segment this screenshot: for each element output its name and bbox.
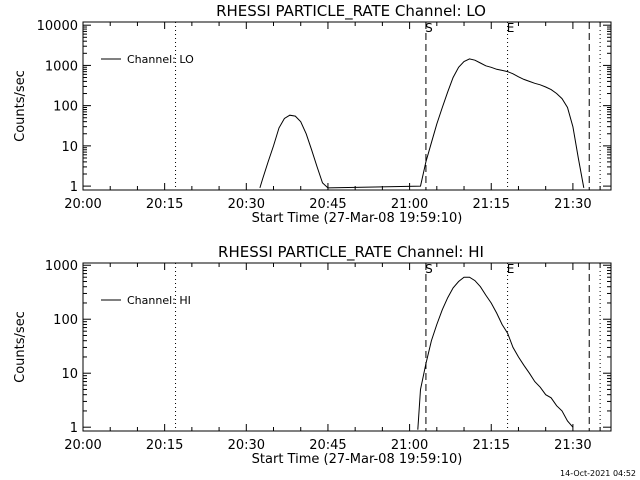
chart2-marker-label: S: [425, 262, 433, 276]
chart1-y-tick-label: 1: [70, 180, 78, 195]
chart1-plot-frame: [82, 21, 612, 191]
chart1-marker-label: S: [425, 21, 433, 35]
chart2-x-axis-label: Start Time (27-Mar-08 19:59:10): [252, 452, 463, 467]
chart1-marker-label: E: [507, 21, 515, 35]
chart1-legend-label: Channel: LO: [127, 53, 194, 66]
chart1-x-tick-label: 20:00: [64, 197, 101, 212]
chart2-x-tick-label: 20:00: [64, 438, 101, 453]
chart2-x-tick-label: 21:00: [391, 438, 428, 453]
chart1-y-tick-label: 100: [53, 100, 78, 115]
chart2-plot-frame: [82, 262, 612, 432]
chart2-y-tick-label: 100: [53, 313, 78, 328]
chart2-legend-label: Channel: HI: [127, 294, 191, 307]
chart1-y-tick-label: 10000: [37, 19, 78, 34]
chart2-x-tick-label: 20:45: [309, 438, 346, 453]
chart1-x-tick-label: 20:30: [228, 197, 265, 212]
chart2-y-tick-label: 1: [70, 421, 78, 436]
chart2-series-line-1: [417, 276, 574, 430]
chart1-x-tick-label: 21:30: [554, 197, 591, 212]
chart1-x-tick-label: 20:15: [146, 197, 183, 212]
chart2-x-tick-label: 20:30: [228, 438, 265, 453]
chart2-y-tick-label: 1000: [45, 259, 78, 274]
chart1-x-tick-label: 21:00: [391, 197, 428, 212]
chart1-series-line-1: [259, 58, 585, 189]
chart1-x-tick-label: 20:45: [309, 197, 346, 212]
chart2-title: RHESSI PARTICLE_RATE Channel: HI: [218, 243, 484, 262]
chart2-y-axis-label: Counts/sec: [13, 311, 28, 383]
chart1-x-tick-label: 21:15: [473, 197, 510, 212]
chart1-y-tick-label: 1000: [45, 59, 78, 74]
chart2-x-tick-label: 20:15: [146, 438, 183, 453]
chart2-x-tick-label: 21:15: [473, 438, 510, 453]
chart1-title: RHESSI PARTICLE_RATE Channel: LO: [216, 2, 486, 21]
chart2-y-tick-label: 10: [61, 367, 78, 382]
chart2-x-tick-label: 21:30: [554, 438, 591, 453]
chart2-marker-label: E: [507, 262, 515, 276]
footer-timestamp: 14-Oct-2021 04:52: [560, 469, 636, 478]
chart1-x-axis-label: Start Time (27-Mar-08 19:59:10): [252, 211, 463, 226]
chart1-y-tick-label: 10: [61, 140, 78, 155]
chart1-y-axis-label: Counts/sec: [13, 70, 28, 142]
